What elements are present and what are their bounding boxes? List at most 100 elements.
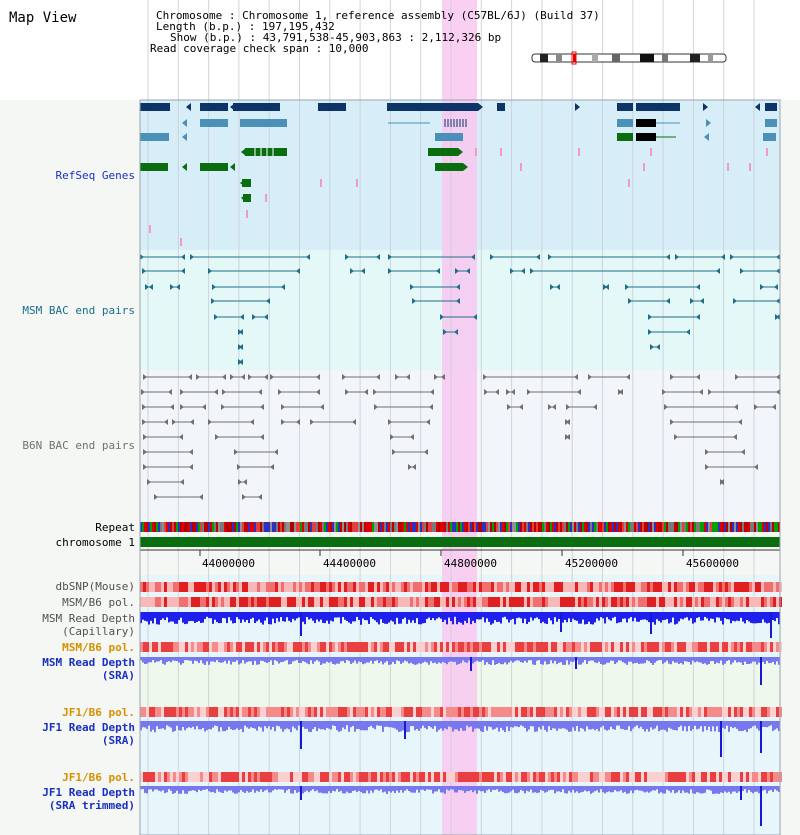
read-depth-bar — [142, 786, 144, 790]
polymorphism-density-cell — [506, 772, 509, 782]
read-depth-bar — [452, 786, 454, 790]
repeat-segment — [280, 522, 282, 532]
polymorphism-density-cell — [707, 772, 710, 782]
read-depth-bar — [680, 786, 682, 794]
read-depth-bar — [214, 721, 216, 726]
b6n-bac-pair-end — [179, 434, 183, 440]
read-depth-bar — [640, 612, 642, 620]
polymorphism-density-cell — [605, 707, 608, 717]
repeat-segment — [744, 522, 746, 532]
repeat-segment — [598, 522, 600, 532]
repeat-segment — [162, 522, 164, 532]
read-depth-bar — [688, 786, 690, 794]
strand-arrow — [241, 194, 246, 202]
b6n-bac-pair-end — [345, 389, 349, 395]
polymorphism-density-cell — [734, 597, 737, 607]
read-depth-bar — [504, 612, 506, 617]
strand-arrow — [458, 133, 463, 141]
polymorphism-density-cell — [296, 642, 299, 652]
read-depth-bar — [352, 657, 354, 663]
polymorphism-density-cell — [596, 582, 599, 592]
polymorphism-density-cell — [647, 642, 650, 652]
read-depth-bar — [336, 612, 338, 618]
polymorphism-density-cell — [362, 582, 365, 592]
read-depth-bar — [570, 721, 572, 732]
polymorphism-density-cell — [428, 582, 431, 592]
polymorphism-density-cell — [188, 642, 191, 652]
read-depth-bar — [548, 721, 550, 727]
read-depth-bar — [562, 612, 564, 623]
read-depth-bar — [430, 612, 432, 621]
read-depth-bar — [338, 657, 340, 664]
repeat-segment — [610, 522, 612, 532]
msm-bac-pair-end — [648, 314, 652, 320]
polymorphism-density-cell — [752, 642, 755, 652]
repeat-segment — [384, 522, 386, 532]
read-depth-bar — [634, 612, 636, 618]
repeat-segment — [532, 522, 534, 532]
polymorphism-density-cell — [719, 597, 722, 607]
read-depth-bar — [150, 721, 152, 732]
read-depth-bar — [390, 612, 392, 621]
repeat-segment — [684, 522, 686, 532]
refseq-track-label[interactable]: RefSeq Genes — [55, 169, 135, 182]
polymorphism-density-cell — [263, 597, 266, 607]
repeat-segment — [490, 522, 492, 532]
polymorphism-density-cell — [605, 642, 608, 652]
read-depth-bar — [436, 786, 438, 792]
polymorphism-density-cell — [413, 582, 416, 592]
read-depth-bar — [498, 786, 500, 792]
read-depth-bar — [760, 612, 762, 623]
read-depth-bar — [422, 786, 424, 790]
polymorphism-density-cell — [560, 642, 563, 652]
read-depth-bar — [464, 612, 466, 621]
read-depth-bar — [188, 657, 190, 661]
polymorphism-density-cell — [374, 582, 377, 592]
polymorphism-density-cell — [737, 582, 740, 592]
read-depth-bar — [178, 657, 180, 663]
read-depth-bar — [194, 721, 196, 730]
polymorphism-density-cell — [674, 772, 677, 782]
polymorphism-density-cell — [323, 772, 326, 782]
read-depth-bar — [620, 612, 622, 623]
polymorphism-density-cell — [209, 707, 212, 717]
polymorphism-density-cell — [401, 597, 404, 607]
read-depth-bar — [172, 721, 174, 732]
polymorphism-density-cell — [656, 642, 659, 652]
read-depth-bar — [312, 657, 314, 664]
b6n-bac-pair-end — [243, 479, 247, 485]
polymorphism-density-cell — [599, 597, 602, 607]
read-depth-bar — [192, 786, 194, 791]
b6n-bac-pair-end — [507, 404, 511, 410]
polymorphism-density-cell — [755, 582, 758, 592]
read-depth-bar — [646, 657, 648, 661]
read-depth-bar — [530, 721, 532, 727]
read-depth-bar — [726, 786, 728, 793]
read-depth-bar — [658, 657, 660, 661]
polymorphism-density-cell — [599, 707, 602, 717]
polymorphism-density-cell — [251, 597, 254, 607]
b6n-bac-track-label[interactable]: B6N BAC end pairs — [22, 439, 135, 452]
read-depth-bar — [492, 612, 494, 624]
polymorphism-density-cell — [386, 597, 389, 607]
repeat-segment — [206, 522, 208, 532]
polymorphism-density-cell — [236, 707, 239, 717]
read-depth-bar — [320, 612, 322, 620]
b6n-bac-pair-end — [170, 404, 174, 410]
read-depth-bar — [762, 657, 764, 663]
polymorphism-density-cell — [635, 642, 638, 652]
read-depth-bar — [430, 786, 432, 790]
polymorphism-density-cell — [518, 597, 521, 607]
read-depth-bar — [336, 657, 338, 664]
polymorphism-density-cell — [473, 582, 476, 592]
msm-bac-track-label[interactable]: MSM BAC end pairs — [22, 304, 135, 317]
polymorphism-density-cell — [512, 582, 515, 592]
read-depth-bar — [472, 612, 474, 621]
polymorphism-density-cell — [563, 597, 566, 607]
polymorphism-density-cell — [680, 707, 683, 717]
polymorphism-density-cell — [464, 582, 467, 592]
polymorphism-density-cell — [575, 772, 578, 782]
polymorphism-density-cell — [686, 642, 689, 652]
repeat-segment — [696, 522, 698, 532]
